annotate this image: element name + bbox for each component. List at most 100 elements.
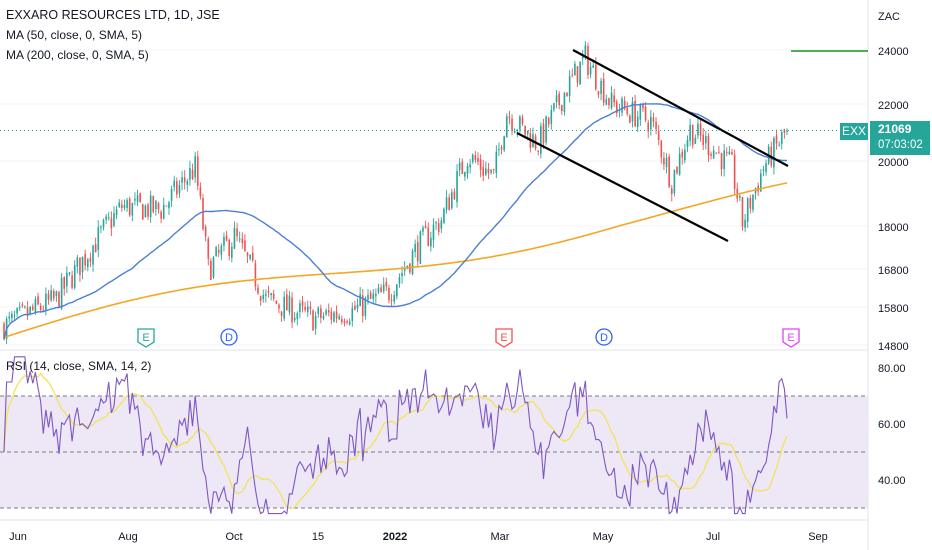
candle-body: [574, 63, 576, 76]
candle-body: [411, 250, 414, 275]
candle-body: [191, 169, 194, 180]
candle-body: [485, 168, 487, 175]
candle-body: [97, 227, 100, 250]
dividend-marker[interactable]: D: [220, 328, 238, 346]
candle-body: [560, 104, 563, 112]
candle-body: [220, 245, 223, 255]
candle-body: [636, 116, 639, 128]
candle-body: [576, 66, 579, 83]
candle-body: [270, 293, 272, 296]
candle-body: [18, 306, 21, 308]
candle-body: [21, 304, 24, 306]
rsi-legend[interactable]: RSI (14, close, SMA, 14, 2): [6, 359, 152, 373]
candle-body: [380, 287, 382, 293]
candle-body: [173, 180, 176, 188]
candle-body: [47, 293, 50, 300]
candle-body: [162, 204, 165, 219]
candle-body: [94, 244, 97, 253]
candle-body: [498, 148, 500, 150]
candle-body: [34, 299, 37, 313]
candle-body: [199, 187, 202, 197]
candle-body: [492, 169, 495, 171]
last-price-badge: 21069 07:03:02: [870, 121, 930, 155]
earnings-shield: [495, 328, 513, 348]
candle-body: [526, 130, 529, 134]
candle-body: [66, 272, 68, 287]
candle-body: [691, 124, 694, 146]
candle-body: [631, 101, 634, 122]
candle-body: [306, 306, 309, 313]
candle-body: [165, 205, 168, 207]
candle-body: [160, 211, 162, 219]
rsi-tick-label: 80.00: [878, 363, 906, 375]
candle-body: [697, 123, 699, 136]
candle-body: [775, 135, 778, 144]
candle-body: [388, 287, 390, 301]
candle-body: [348, 321, 351, 325]
price-tick-label: 16800: [878, 265, 909, 277]
symbol-label: EXX: [841, 124, 866, 138]
candle-body: [715, 152, 718, 154]
event-letter: E: [500, 332, 507, 344]
candle-body: [55, 291, 58, 297]
candle-body: [31, 306, 34, 310]
rsi-layer: [3, 356, 788, 515]
dividend-marker[interactable]: D: [595, 328, 613, 346]
candle-body: [663, 158, 665, 165]
candle-body: [474, 155, 477, 161]
candle-body: [131, 203, 134, 216]
candle-body: [450, 192, 453, 209]
price-tick-label: 24000: [878, 46, 909, 58]
symbol-price-badge: EXX: [840, 123, 868, 140]
candle-body: [86, 259, 89, 268]
candle-body: [414, 244, 416, 252]
candle-body: [327, 310, 330, 313]
candle-body: [482, 167, 485, 176]
candle-body: [275, 300, 278, 304]
candle-body: [403, 268, 406, 271]
candle-body: [309, 306, 312, 309]
candle-body: [58, 291, 60, 308]
candle-body: [189, 168, 191, 180]
rsi-tick-label: 40.00: [878, 475, 906, 487]
candle-body: [545, 116, 547, 143]
time-tick-label: Aug: [118, 531, 138, 543]
earnings-marker[interactable]: E: [137, 328, 155, 348]
candle-body: [320, 308, 322, 318]
earnings-marker[interactable]: E: [495, 328, 513, 348]
event-letter: D: [600, 332, 608, 344]
candle-body: [660, 140, 663, 158]
candle-body: [629, 115, 631, 123]
candle-body: [597, 91, 600, 95]
candle-body: [623, 100, 626, 109]
candle-body: [236, 228, 238, 237]
candle-body: [406, 265, 409, 268]
candle-body: [553, 103, 555, 110]
candle-body: [639, 104, 642, 120]
event-letter: E: [787, 332, 794, 344]
candle-body: [733, 154, 736, 189]
candle-body: [754, 188, 757, 194]
candle-body: [589, 66, 592, 75]
candle-body: [196, 156, 199, 186]
candle-body: [621, 98, 623, 113]
candle-body: [246, 252, 249, 257]
candle-body: [181, 177, 183, 183]
channel-upper-line: [572, 49, 789, 167]
candle-body: [107, 217, 110, 219]
candle-body: [136, 195, 139, 202]
ma50-legend[interactable]: MA (50, close, 0, SMA, 5): [6, 28, 143, 42]
candle-body: [382, 284, 385, 292]
price-tick-label: 22000: [878, 100, 909, 112]
candle-body: [63, 277, 66, 289]
channel-drawings[interactable]: [0, 49, 868, 242]
candle-body: [367, 295, 369, 300]
candle-body: [744, 219, 746, 228]
earnings-marker[interactable]: E: [782, 328, 800, 348]
candle-body: [341, 318, 343, 323]
time-tick-label: Oct: [225, 531, 242, 543]
candle-body: [13, 315, 16, 317]
ma200-legend[interactable]: MA (200, close, 0, SMA, 5): [6, 48, 149, 62]
